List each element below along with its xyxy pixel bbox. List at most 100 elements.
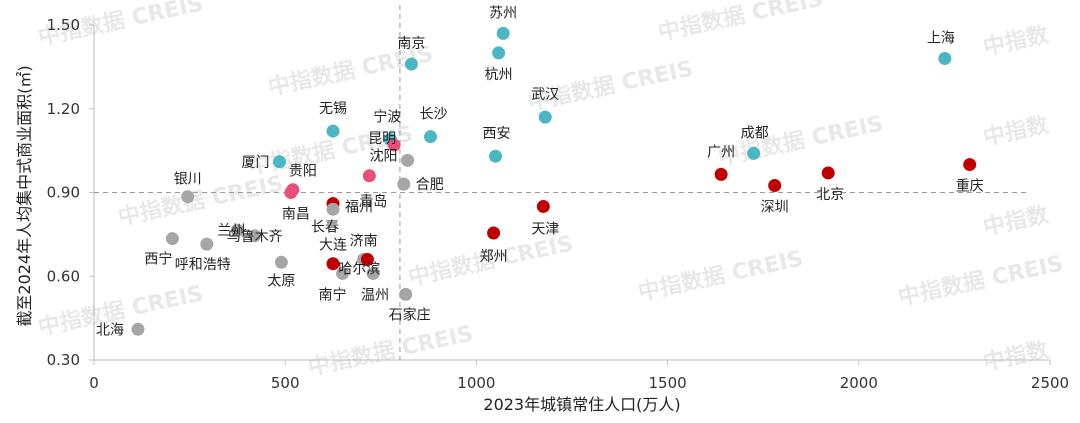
x-axis-title: 2023年城镇常住人口(万人) [483,395,680,414]
watermark-text: 中指数 [981,202,1052,241]
data-point [362,169,376,183]
data-point-label: 北京 [816,187,844,203]
data-point [487,226,501,240]
watermark-text: 中指数据 CREIS [636,246,806,306]
data-points [131,26,977,336]
data-point-label: 无锡 [319,101,347,117]
data-point-label: 合肥 [416,177,444,193]
data-point-label: 长春 [311,219,339,235]
data-point [424,130,438,144]
watermark-text: 中指数 [981,22,1052,61]
watermark-text: 中指数据 CREIS [306,321,476,381]
data-point [284,186,298,199]
data-point [938,52,952,65]
data-point [326,257,340,271]
data-point [272,155,286,169]
data-point [768,179,782,193]
data-point-label: 沈阳 [370,148,398,164]
data-point-label: 天津 [531,221,559,237]
data-point-label: 福州 [345,200,373,216]
data-point-label: 呼和浩特 [175,257,231,273]
data-point [336,266,350,280]
watermark-layer: 中指数据 CREIS 中指数据 CREIS 中指数据 CREIS 中指数据 CREIS… [36,0,1066,381]
data-point-label: 杭州 [485,67,513,83]
data-point [181,190,195,204]
data-point [360,253,374,266]
x-tick-label: 2000 [840,374,878,392]
data-point-label: 上海 [927,31,955,47]
data-point-label: 苏州 [489,5,517,21]
data-point-label: 银川 [174,172,202,188]
data-point [274,255,288,269]
y-tick-label: 0.30 [47,351,80,369]
x-tick-label: 1000 [457,374,495,392]
data-point [747,146,761,160]
watermark-text: 中指数 [981,112,1052,151]
data-point-label: 郑州 [480,249,508,265]
data-point-label: 石家庄 [389,306,431,323]
x-tick-label: 500 [271,374,300,392]
data-point [200,237,214,251]
data-point-label: 厦门 [241,155,269,171]
data-point [404,57,418,71]
x-tick-label: 0 [89,374,99,392]
data-point-label: 大连 [319,238,347,254]
data-point [714,167,728,181]
data-point [821,166,835,180]
watermark-text: 中指数据 CREIS [896,251,1066,311]
reference-lines [94,5,1030,360]
data-point-label: 北海 [96,322,124,338]
data-point-label: 广州 [707,144,735,160]
data-point-label: 西宁 [144,251,172,268]
data-point-label: 温州 [361,287,389,303]
data-point-label: 长沙 [420,107,448,123]
data-point [248,229,262,243]
data-point [401,153,415,167]
x-tick-label: 1500 [649,374,687,392]
data-point-label: 哈尔滨 [338,262,380,278]
data-point-label: 兰州 [217,223,245,239]
data-point-label: 宁波 [373,108,401,125]
data-point [963,158,977,172]
watermark-text: 中指数据 CREIS [656,0,826,46]
data-point-label: 乌鲁木齐 [227,229,283,245]
watermark-text: 中指数据 CREIS [526,56,696,116]
y-tick-label: 0.60 [47,267,80,285]
data-point [326,202,340,216]
data-point [538,110,552,124]
data-point [536,199,550,213]
data-point-label: 青岛 [359,194,387,210]
data-point [165,232,179,246]
data-point-label: 昆明 [368,131,396,147]
data-point-label: 南宁 [319,286,347,303]
data-point [492,46,506,60]
data-point-label: 济南 [350,234,378,250]
data-point-label: 成都 [741,125,769,141]
data-point-label: 武汉 [531,87,559,103]
data-point [131,322,145,336]
data-point [399,287,413,301]
data-point [366,266,380,280]
data-point [397,177,411,191]
data-point-label: 贵阳 [289,164,317,180]
data-point-label: 南京 [397,36,425,52]
data-point-label: 西安 [483,126,511,142]
data-point-label: 重庆 [956,179,984,195]
data-point-label: 南昌 [282,207,310,223]
y-tick-label: 1.20 [47,100,80,118]
data-point [230,223,244,237]
y-axis-title: 截至2024年人均集中式商业面积(㎡) [15,65,34,326]
data-point [496,26,510,40]
data-point [489,149,503,163]
y-tick-label: 0.90 [47,184,80,202]
data-point [387,138,401,152]
x-tick-label: 2500 [1031,374,1069,392]
data-point-label: 太原 [267,273,295,289]
y-tick-label: 1.50 [47,16,80,34]
data-point [326,124,340,138]
data-point-label: 深圳 [761,200,789,216]
axes: 0 500 1000 1500 2000 2500 0.30 0.60 0.90 1.20 1.50 [47,16,1070,392]
watermark-text: 中指数 [981,337,1052,376]
